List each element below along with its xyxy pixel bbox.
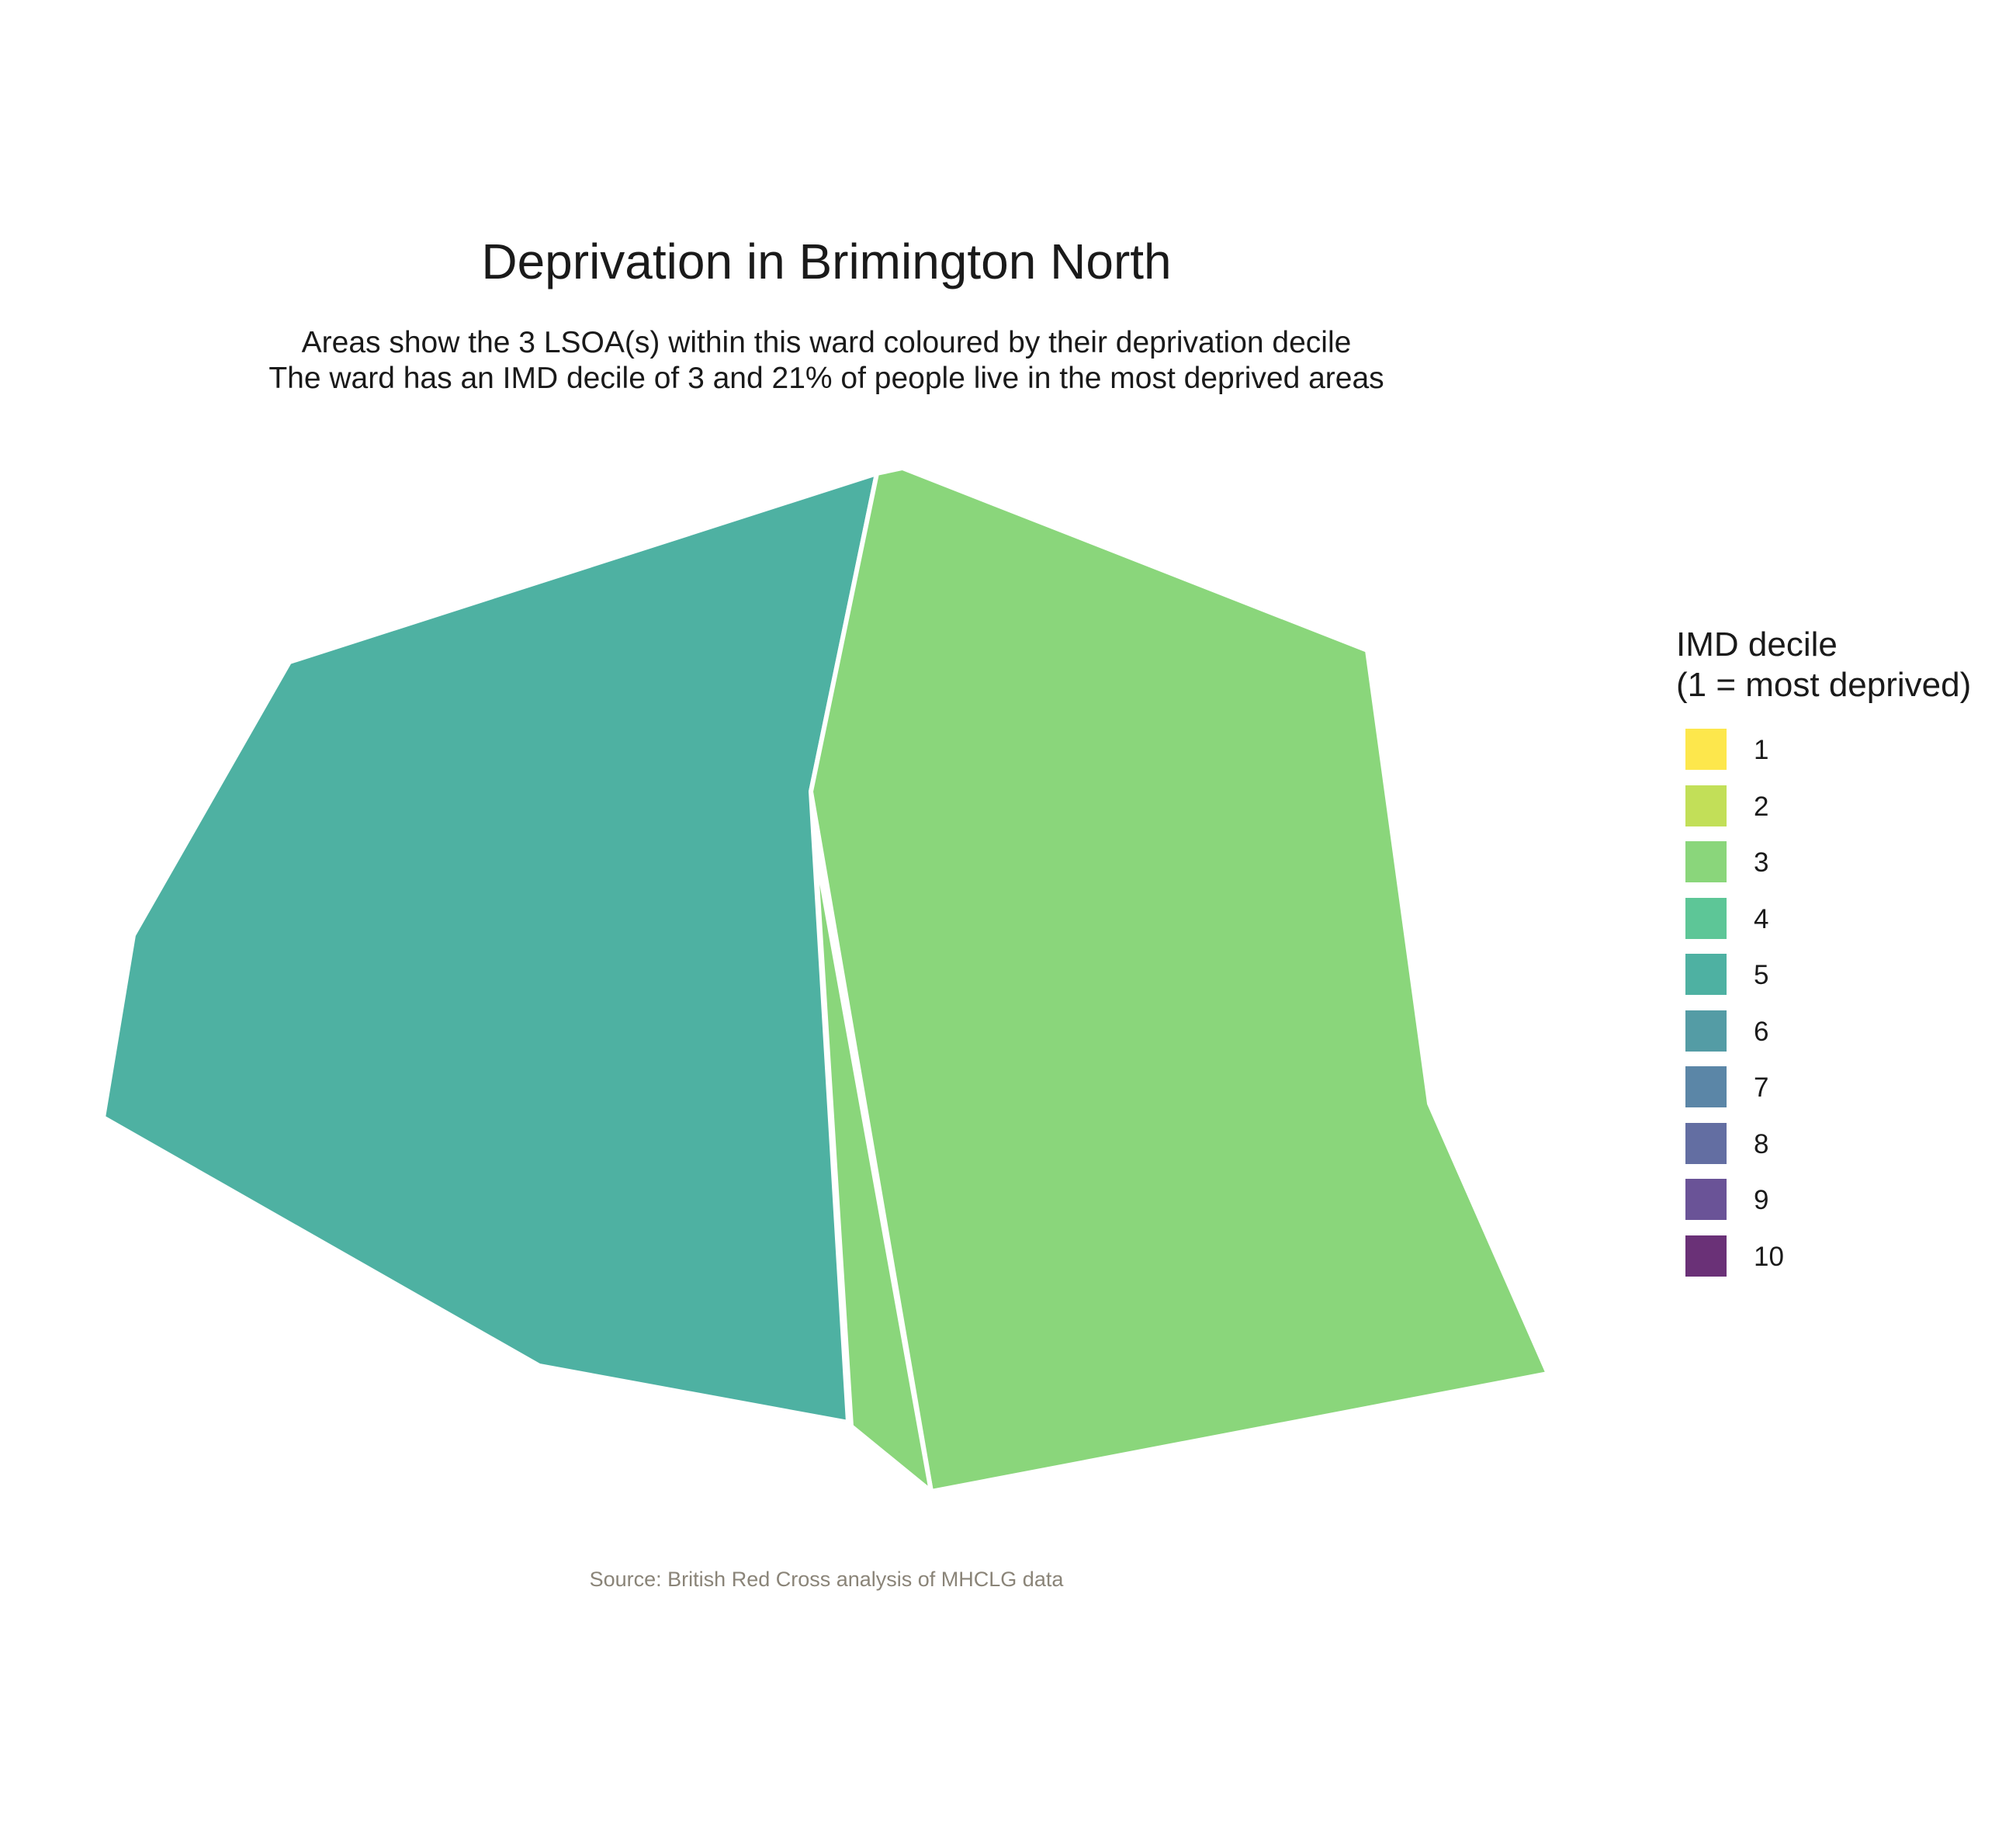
source-caption: Source: British Red Cross analysis of MH… bbox=[589, 1568, 1064, 1591]
legend-label: 6 bbox=[1754, 1016, 1769, 1047]
legend-label: 2 bbox=[1754, 791, 1769, 822]
legend-items: 1 2 3 4 5 6 7 8 9 10 bbox=[1676, 729, 1971, 1291]
legend-swatch bbox=[1685, 897, 1727, 939]
legend-label: 9 bbox=[1754, 1185, 1769, 1215]
legend-label: 1 bbox=[1754, 735, 1769, 765]
legend-title-line-2: (1 = most deprived) bbox=[1676, 666, 1972, 704]
legend-item: 1 bbox=[1676, 729, 1971, 785]
legend-label: 7 bbox=[1754, 1072, 1769, 1103]
map-title: Deprivation in Brimington North bbox=[481, 234, 1172, 289]
map-subtitle-line-2: The ward has an IMD decile of 3 and 21% … bbox=[268, 362, 1384, 395]
legend-swatch bbox=[1685, 1122, 1727, 1164]
legend-swatch bbox=[1685, 954, 1727, 995]
lsoa-area-west bbox=[101, 471, 879, 1425]
legend-swatch bbox=[1685, 785, 1727, 826]
legend-swatch bbox=[1685, 1179, 1727, 1220]
lsoa-area-east bbox=[809, 466, 1550, 1494]
legend-swatch bbox=[1685, 841, 1727, 882]
legend-item: 9 bbox=[1676, 1179, 1971, 1235]
legend-label: 5 bbox=[1754, 960, 1769, 990]
legend: IMD decile (1 = most deprived) 1 2 3 4 5 6 7 8 9… bbox=[1676, 625, 1971, 1291]
legend-title-line-1: IMD decile bbox=[1676, 625, 1838, 664]
legend-item: 3 bbox=[1676, 841, 1971, 898]
legend-label: 10 bbox=[1754, 1241, 1784, 1272]
legend-label: 4 bbox=[1754, 903, 1769, 934]
legend-label: 8 bbox=[1754, 1128, 1769, 1159]
legend-title: IMD decile (1 = most deprived) bbox=[1676, 625, 1971, 705]
legend-swatch bbox=[1685, 1235, 1727, 1277]
legend-item: 2 bbox=[1676, 785, 1971, 842]
legend-swatch bbox=[1685, 1010, 1727, 1052]
legend-item: 4 bbox=[1676, 897, 1971, 955]
lsoa-area-sliver bbox=[812, 842, 934, 1494]
legend-item: 10 bbox=[1676, 1235, 1971, 1292]
legend-swatch bbox=[1685, 1066, 1727, 1107]
legend-swatch bbox=[1685, 729, 1727, 770]
legend-item: 8 bbox=[1676, 1122, 1971, 1180]
legend-label: 3 bbox=[1754, 847, 1769, 878]
map-subtitle-line-1: Areas show the 3 LSOA(s) within this war… bbox=[301, 326, 1352, 359]
legend-item: 7 bbox=[1676, 1066, 1971, 1123]
legend-item: 6 bbox=[1676, 1010, 1971, 1067]
legend-item: 5 bbox=[1676, 954, 1971, 1010]
